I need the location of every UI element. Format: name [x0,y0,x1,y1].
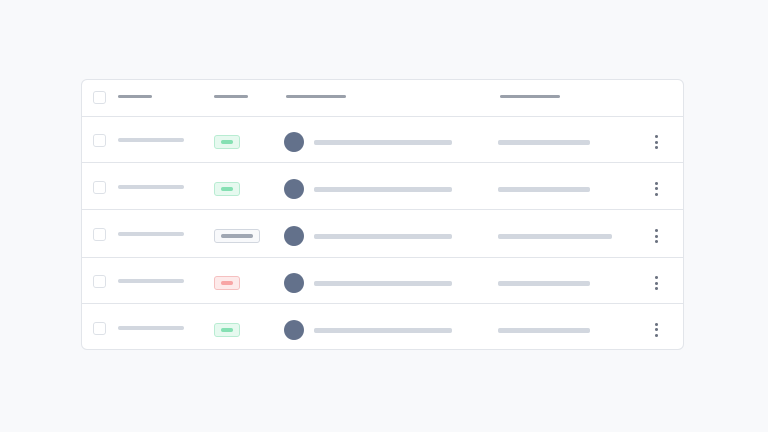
avatar [284,226,304,246]
text-placeholder [118,232,184,236]
text-placeholder [498,140,590,145]
more-options-icon[interactable] [654,322,658,337]
text-placeholder [498,327,590,333]
text-placeholder [498,234,612,239]
column-header-placeholder [500,95,560,98]
avatar [284,178,304,199]
more-options-icon[interactable] [654,276,658,290]
status-badge [214,181,240,196]
column-header-placeholder [118,95,152,98]
row-checkbox[interactable] [93,321,106,335]
column-header-placeholder [286,95,346,98]
table-row[interactable] [82,303,683,351]
select-all-checkbox[interactable] [93,91,106,104]
status-badge [214,276,240,290]
text-placeholder [314,327,452,333]
text-placeholder [118,138,184,142]
row-checkbox[interactable] [93,180,106,194]
row-checkbox[interactable] [93,275,106,288]
table-row[interactable] [82,116,683,163]
more-options-icon[interactable] [654,229,658,243]
table-row[interactable] [82,162,683,210]
text-placeholder [314,186,452,192]
text-placeholder [118,184,184,189]
text-placeholder [314,281,452,286]
text-placeholder [118,279,184,283]
more-options-icon[interactable] [654,135,658,149]
status-badge [214,229,260,243]
text-placeholder [498,186,590,192]
status-badge [214,322,240,337]
table-header [82,80,683,115]
text-placeholder [314,140,452,145]
status-badge [214,135,240,149]
data-table-skeleton [81,79,684,350]
table-row[interactable] [82,209,683,258]
column-header-placeholder [214,95,248,98]
text-placeholder [118,325,184,330]
avatar [284,319,304,340]
more-options-icon[interactable] [654,181,658,196]
row-checkbox[interactable] [93,228,106,241]
avatar [284,132,304,152]
table-row[interactable] [82,257,683,304]
text-placeholder [498,281,590,286]
row-checkbox[interactable] [93,134,106,147]
avatar [284,273,304,293]
text-placeholder [314,234,452,239]
